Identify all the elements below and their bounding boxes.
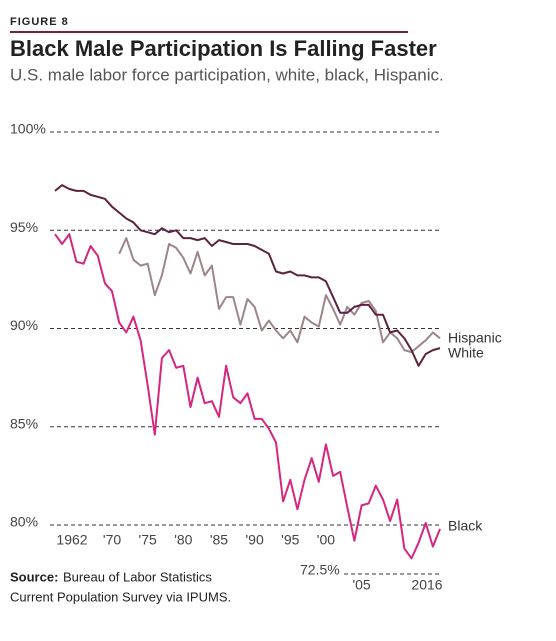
legend-label: Black bbox=[448, 518, 483, 534]
x-tick-label: '85 bbox=[210, 532, 228, 548]
chart-subtitle: U.S. male labor force participation, whi… bbox=[10, 65, 444, 84]
x-tick-label: 2016 bbox=[411, 577, 442, 593]
series-line bbox=[118, 237, 441, 354]
series-line bbox=[54, 233, 441, 560]
source-text: Current Population Survey via IPUMS. bbox=[10, 589, 231, 604]
x-tick-label: '05 bbox=[352, 577, 370, 593]
y-tick-label: 85% bbox=[10, 415, 38, 431]
x-tick-label: '80 bbox=[174, 532, 192, 548]
y-tick-label: 80% bbox=[10, 514, 38, 530]
y-tick-label: 95% bbox=[10, 219, 38, 235]
legend-label: White bbox=[448, 345, 484, 361]
chart-title: Black Male Participation Is Falling Fast… bbox=[10, 36, 437, 61]
legend-label: Hispanic bbox=[448, 330, 502, 346]
x-tick-label: '95 bbox=[281, 532, 299, 548]
x-tick-label: '70 bbox=[103, 532, 121, 548]
figure-label: FIGURE 8 bbox=[10, 16, 69, 28]
x-tick-label: '90 bbox=[246, 532, 264, 548]
axis-break-label: 72.5% bbox=[300, 562, 340, 578]
y-tick-label: 90% bbox=[10, 317, 38, 333]
x-tick-label: '75 bbox=[139, 532, 157, 548]
series-line bbox=[54, 184, 441, 367]
x-tick-label: '00 bbox=[317, 532, 335, 548]
x-tick-label: 1962 bbox=[56, 532, 87, 548]
source-text: Bureau of Labor Statistics bbox=[63, 569, 212, 584]
source-label: Source: bbox=[10, 569, 58, 584]
y-tick-label: 100% bbox=[10, 121, 46, 137]
